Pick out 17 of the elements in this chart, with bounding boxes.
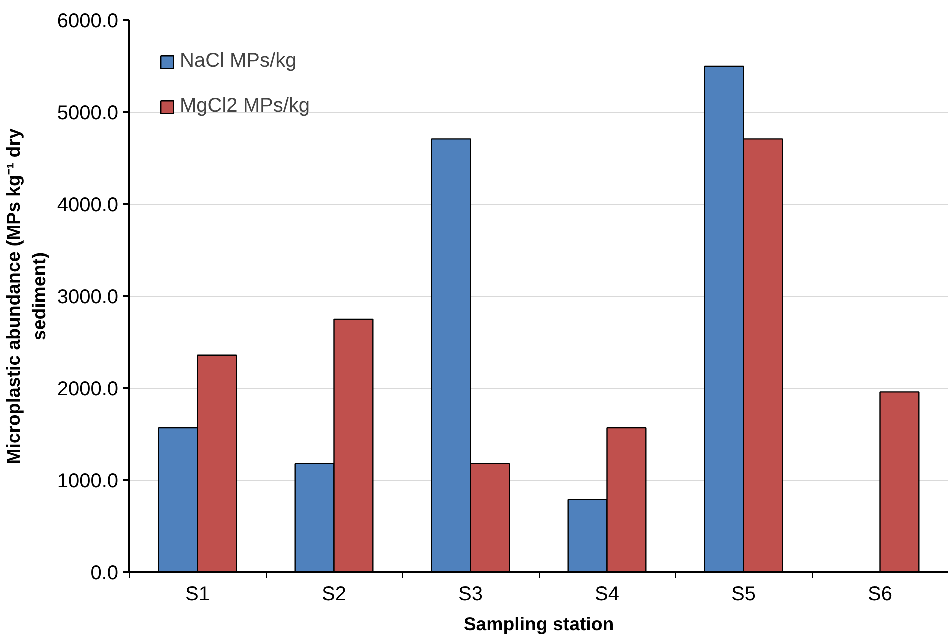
y-tick-label: 5000.0 <box>57 102 118 124</box>
x-tick-label: S5 <box>732 584 756 606</box>
y-tick-label: 1000.0 <box>57 470 118 492</box>
y-tick-label: 4000.0 <box>57 194 118 216</box>
x-axis-title: Sampling station <box>464 614 614 634</box>
y-tick-label: 6000.0 <box>57 10 118 32</box>
x-tick-label: S1 <box>186 584 210 606</box>
x-tick-label: S4 <box>595 584 620 606</box>
legend-label: NaCl MPs/kg <box>180 50 297 73</box>
y-axis-title: Microplastic abundance (MPs kg⁻¹ dry sediment) <box>3 128 50 464</box>
legend-label: MgCl2 MPs/kg <box>180 95 310 118</box>
y-tick-label: 2000.0 <box>57 378 118 400</box>
y-tick-label: 0.0 <box>90 562 119 584</box>
x-tick-label: S6 <box>868 584 892 606</box>
x-tick-label: S2 <box>322 584 346 606</box>
x-tick-label: S3 <box>458 584 483 606</box>
y-tick-label: 3000.0 <box>57 286 118 308</box>
